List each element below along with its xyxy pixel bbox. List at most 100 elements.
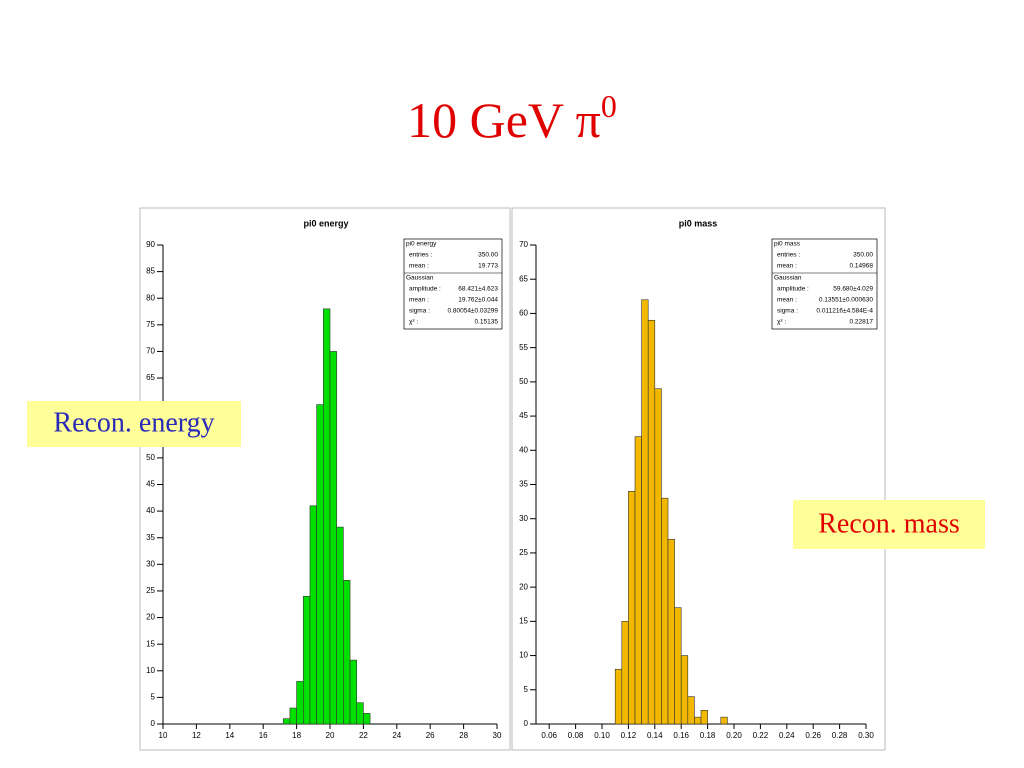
y-tick-label: 80: [146, 293, 155, 302]
bar: [674, 607, 682, 725]
bar: [356, 702, 364, 725]
x-tick-label: 0.10: [594, 731, 610, 740]
title-superscript: 0: [601, 88, 617, 124]
x-tick-label: 30: [493, 731, 502, 740]
stats-box: [403, 238, 503, 330]
bar: [621, 621, 629, 725]
x-tick-label: 0.20: [726, 731, 742, 740]
stats-value: 59.680±4.029: [833, 286, 873, 293]
y-tick-label: 70: [146, 347, 155, 356]
callout-box: [793, 500, 985, 549]
stats-value: 0.13551±0.000630: [819, 297, 874, 304]
stats-value: 0.15135: [475, 319, 499, 326]
callout: Recon. mass: [818, 508, 960, 539]
x-tick-label: 26: [426, 731, 435, 740]
title-text: 10 GeV π: [407, 92, 601, 148]
bar: [641, 299, 649, 725]
slide-title: 10 GeV π0: [407, 88, 617, 148]
bar: [323, 308, 331, 725]
y-tick-label: 65: [519, 274, 528, 283]
stats-value: 19.773: [478, 263, 498, 270]
stats-label: amplitude :: [777, 286, 809, 293]
chart-title: pi0 energy: [303, 218, 348, 228]
y-tick-label: 10: [146, 666, 155, 675]
y-tick-label: 15: [146, 639, 155, 648]
x-tick-label: 0.18: [700, 731, 716, 740]
y-tick-label: 50: [519, 377, 528, 386]
stats-value: 0.011216±4.584E-4: [816, 308, 873, 315]
stats-value: 19.762±0.044: [458, 297, 498, 304]
callout-box: [27, 401, 241, 447]
stats-label: mean :: [409, 297, 429, 304]
y-tick-label: 65: [146, 373, 155, 382]
bar: [296, 681, 304, 725]
y-tick-label: 90: [146, 240, 155, 249]
stats-label: entries :: [409, 252, 432, 259]
y-tick-label: 0: [151, 719, 156, 728]
stats-value: 0.80054±0.03299: [447, 308, 498, 315]
bar: [667, 538, 675, 725]
y-tick-label: 25: [519, 548, 528, 557]
x-tick-label: 10: [159, 731, 168, 740]
stats-label: entries :: [777, 252, 800, 259]
x-tick-label: 22: [359, 731, 368, 740]
stats-title: pi0 mass: [774, 241, 801, 248]
stats-label: χ² :: [777, 319, 786, 326]
stats-value: 0.14968: [850, 263, 874, 270]
stats-label: sigma :: [777, 308, 798, 315]
stats-fit: Gaussian: [406, 275, 434, 282]
callout: Recon. energy: [53, 407, 214, 438]
stats-fit: Gaussian: [774, 275, 802, 282]
y-tick-label: 5: [151, 692, 156, 701]
bar: [329, 351, 337, 725]
bar: [720, 716, 728, 725]
x-tick-label: 24: [392, 731, 401, 740]
bar: [302, 595, 311, 725]
x-tick-label: 18: [292, 731, 301, 740]
stats-value: 0.22817: [850, 319, 874, 326]
chart-title: pi0 mass: [679, 218, 718, 228]
y-tick-label: 70: [519, 240, 528, 249]
x-tick-label: 20: [326, 731, 335, 740]
y-tick-label: 45: [519, 411, 528, 420]
bar: [309, 505, 317, 725]
x-tick-label: 0.24: [779, 731, 795, 740]
x-tick-label: 0.06: [541, 731, 557, 740]
stats-label: amplitude :: [409, 286, 441, 293]
x-tick-label: 0.14: [647, 731, 663, 740]
y-tick-label: 60: [519, 309, 528, 318]
x-tick-label: 14: [225, 731, 234, 740]
x-tick-label: 28: [459, 731, 468, 740]
y-tick-label: 15: [519, 616, 528, 625]
y-tick-label: 85: [146, 267, 155, 276]
bar: [316, 404, 324, 725]
y-tick-label: 45: [146, 480, 155, 489]
stats-label: χ² :: [409, 319, 418, 326]
bar: [687, 696, 695, 725]
bar: [700, 710, 708, 725]
y-tick-label: 35: [146, 533, 155, 542]
y-tick-label: 20: [519, 582, 528, 591]
bar: [363, 713, 371, 725]
bar: [349, 659, 358, 725]
y-tick-label: 25: [146, 586, 155, 595]
bar: [628, 491, 636, 725]
y-tick-label: 0: [524, 719, 529, 728]
bar: [343, 579, 351, 725]
y-tick-label: 5: [524, 685, 529, 694]
bar: [654, 388, 662, 725]
bar: [634, 436, 642, 725]
y-tick-label: 75: [146, 320, 155, 329]
y-tick-label: 20: [146, 613, 155, 622]
x-tick-label: 0.16: [673, 731, 689, 740]
y-tick-label: 30: [146, 559, 155, 568]
stats-label: sigma :: [409, 308, 430, 315]
bar: [647, 319, 656, 725]
y-tick-label: 30: [519, 514, 528, 523]
x-tick-label: 0.22: [753, 731, 769, 740]
x-tick-label: 0.28: [832, 731, 848, 740]
y-tick-label: 50: [146, 453, 155, 462]
bar: [282, 718, 291, 725]
bar: [336, 526, 344, 725]
